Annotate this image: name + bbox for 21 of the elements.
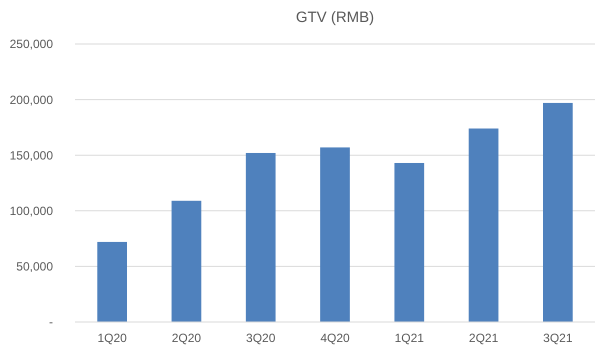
y-tick-label: 100,000 [10,204,54,218]
bar [468,128,498,322]
bar [543,102,573,322]
y-tick-label: 200,000 [10,92,54,107]
bar [320,147,350,322]
bar [246,152,276,322]
x-tick-label: 2Q21 [468,331,499,345]
x-tick-label: 3Q21 [543,331,573,345]
y-tick-label: 150,000 [10,148,54,162]
y-tick-label: - [49,315,53,330]
x-tick-label: 1Q21 [394,331,424,345]
y-tick-label: 50,000 [16,260,54,274]
y-tick-label: 250,000 [10,37,54,52]
bar [172,200,202,322]
chart-title: GTV (RMB) [296,9,374,26]
x-tick-label: 1Q20 [97,331,128,345]
x-tick-label: 2Q20 [172,331,202,345]
x-tick-label: 3Q20 [246,331,276,345]
bar [394,162,424,322]
bar [97,242,127,322]
x-tick-label: 4Q20 [320,331,350,345]
